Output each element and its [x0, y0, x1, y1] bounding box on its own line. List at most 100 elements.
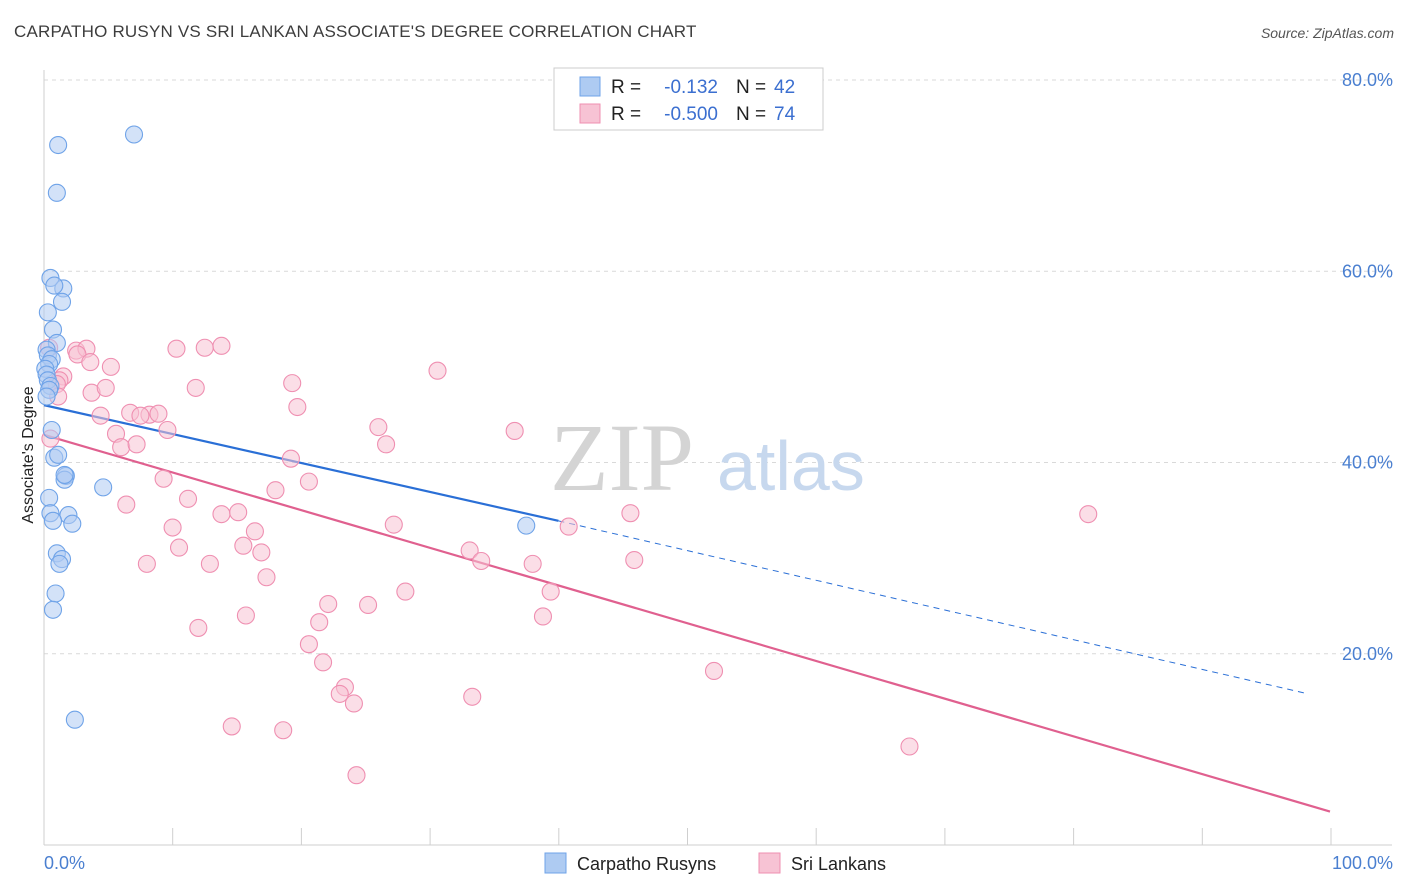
point-sri-lankans [625, 550, 644, 570]
point-carpatho-rusyns [43, 600, 63, 619]
point-sri-lankans [359, 595, 378, 615]
point-sri-lankans [384, 515, 403, 534]
point-sri-lankans [96, 378, 115, 397]
point-sri-lankans [533, 607, 553, 626]
legend-swatch-blue [579, 76, 601, 97]
grid-lines [44, 79, 1392, 655]
point-sri-lankans [396, 582, 415, 601]
watermark: ZIP atlas [550, 404, 865, 511]
point-sri-lankans [347, 766, 366, 785]
point-sri-lankans [310, 613, 329, 632]
point-carpatho-rusyns [47, 183, 66, 202]
x-tick-label-min: 0.0% [44, 853, 85, 873]
point-sri-lankans [131, 406, 150, 425]
point-sri-lankans [234, 536, 253, 555]
legend-n-label-1: N = [736, 77, 766, 98]
point-sri-lankans [137, 554, 156, 573]
y-tick-label: 20.0% [1342, 644, 1393, 664]
legend-r-value-1: -0.132 [664, 77, 718, 98]
point-sri-lankans [274, 721, 293, 740]
point-sri-lankans [91, 406, 110, 425]
point-sri-lankans [252, 543, 271, 562]
point-sri-lankans [154, 469, 173, 488]
point-carpatho-rusyns [65, 710, 84, 729]
legend-n-label-2: N = [736, 104, 766, 125]
point-sri-lankans [212, 336, 231, 355]
point-carpatho-rusyns [63, 514, 82, 533]
point-sri-lankans [200, 554, 219, 573]
point-sri-lankans [314, 653, 333, 672]
point-sri-lankans [621, 504, 640, 523]
point-sri-lankans [1079, 505, 1098, 524]
point-sri-lankans [523, 554, 542, 573]
x-tick-label-max: 100.0% [1332, 853, 1393, 873]
legend-r-label-1: R = [611, 77, 641, 98]
point-sri-lankans [189, 618, 208, 637]
point-sri-lankans [344, 694, 363, 713]
chart-title: CARPATHO RUSYN VS SRI LANKAN ASSOCIATE'S… [14, 22, 697, 41]
point-sri-lankans [245, 522, 264, 541]
point-sri-lankans [169, 538, 189, 557]
point-sri-lankans [195, 338, 214, 357]
point-carpatho-rusyns [37, 387, 56, 406]
trend-lines [43, 404, 1331, 813]
point-sri-lankans [212, 505, 231, 524]
point-sri-lankans [127, 435, 146, 454]
watermark-atlas: atlas [717, 427, 865, 505]
data-points [36, 125, 1098, 785]
series-swatch-carpatho-rusyns [544, 852, 567, 874]
point-sri-lankans [117, 495, 136, 514]
point-carpatho-rusyns [94, 478, 113, 497]
y-tick-label: 40.0% [1342, 453, 1393, 473]
point-sri-lankans [229, 503, 248, 522]
y-tick-labels: 20.0% 40.0% 60.0% 80.0% [1342, 70, 1393, 664]
point-carpatho-rusyns [46, 584, 65, 603]
point-sri-lankans [299, 472, 318, 491]
watermark-zip: ZIP [550, 404, 694, 511]
point-sri-lankans [158, 420, 177, 440]
point-carpatho-rusyns [55, 465, 74, 484]
point-sri-lankans [81, 353, 100, 372]
axes [43, 70, 1392, 846]
legend-n-value-2: 74 [774, 104, 796, 125]
point-sri-lankans [428, 361, 447, 380]
point-carpatho-rusyns [45, 276, 64, 295]
trend-line-carpatho-rusyns [43, 404, 559, 522]
y-tick-label: 80.0% [1342, 70, 1393, 90]
point-sri-lankans [283, 374, 302, 393]
point-sri-lankans [149, 404, 168, 423]
point-sri-lankans [167, 339, 186, 358]
point-carpatho-rusyns [42, 420, 61, 440]
y-axis-title: Associate's Degree [20, 386, 37, 523]
series-swatch-sri-lankans [758, 852, 781, 874]
legend-swatch-pink [579, 103, 601, 124]
point-sri-lankans [236, 606, 255, 625]
source-label: Source: ZipAtlas.com [1260, 25, 1394, 41]
point-sri-lankans [281, 449, 300, 468]
point-carpatho-rusyns [38, 303, 57, 322]
trend-line-sri-lankans [43, 433, 1331, 813]
point-sri-lankans [178, 489, 198, 508]
point-sri-lankans [900, 737, 919, 756]
point-carpatho-rusyns [50, 554, 69, 573]
point-carpatho-rusyns [49, 135, 68, 155]
point-carpatho-rusyns [40, 488, 59, 507]
point-sri-lankans [222, 717, 241, 736]
point-sri-lankans [463, 687, 482, 706]
point-sri-lankans [472, 551, 491, 571]
point-carpatho-rusyns [52, 292, 72, 311]
point-sri-lankans [288, 397, 307, 417]
point-sri-lankans [541, 582, 560, 601]
point-carpatho-rusyns [43, 511, 63, 530]
legend-r-value-2: -0.500 [664, 104, 718, 125]
stats-legend: R = -0.132 N = 42 R = -0.500 N = 74 [553, 67, 824, 131]
point-sri-lankans [377, 435, 396, 454]
legend-r-label-2: R = [611, 104, 641, 125]
point-sri-lankans [369, 418, 388, 437]
point-carpatho-rusyns [49, 445, 68, 464]
point-sri-lankans [704, 661, 724, 681]
point-sri-lankans [266, 481, 285, 500]
point-sri-lankans [112, 438, 131, 457]
legend-n-value-1: 42 [774, 77, 795, 98]
